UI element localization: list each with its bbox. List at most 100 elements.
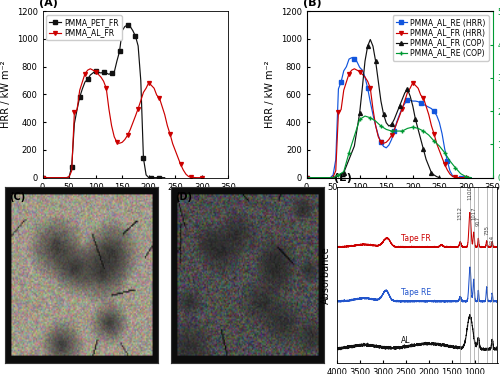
PMMA_AL_FR (COP) <box>394 110 400 115</box>
Text: (C): (C) <box>10 192 26 202</box>
PMMA_PET_FR <box>159 175 165 180</box>
PMMA_AL_RE (COP) <box>426 133 432 137</box>
Text: (E): (E) <box>334 174 351 184</box>
X-axis label: Time / s: Time / s <box>116 197 154 207</box>
PMMA_PET_FR <box>66 175 72 179</box>
PMMA_AL_FR <box>186 174 192 179</box>
PMMA_AL_FR (HRR) <box>304 175 310 180</box>
PMMA_PET_FR <box>143 173 149 177</box>
Legend: PMMA_PET_FR, PMMA_AL_FR: PMMA_PET_FR, PMMA_AL_FR <box>46 15 122 40</box>
PMMA_PET_FR <box>82 80 88 84</box>
PMMA_PET_FR <box>106 72 112 77</box>
PMMA_AL_RE (COP) <box>304 175 310 180</box>
PMMA_AL_RE (COP) <box>352 134 358 138</box>
PMMA_PET_FR <box>40 175 46 180</box>
PMMA_AL_RE (COP) <box>330 175 336 180</box>
Y-axis label: Absorbance: Absorbance <box>321 246 331 304</box>
PMMA_AL_FR (COP) <box>410 104 416 108</box>
PMMA_AL_RE (HRR) <box>468 175 474 180</box>
PMMA_AL_RE (COP) <box>442 150 448 155</box>
PMMA_PET_FR <box>90 71 96 75</box>
PMMA_AL_FR (COP) <box>372 59 378 64</box>
PMMA_PET_FR <box>148 175 154 180</box>
PMMA_AL_RE (COP) <box>415 126 421 131</box>
Line: PMMA_AL_RE (COP): PMMA_AL_RE (COP) <box>304 114 473 180</box>
PMMA_AL_FR <box>146 80 152 85</box>
PMMA_AL_RE (COP) <box>394 129 400 133</box>
PMMA_AL_FR (COP) <box>399 97 405 102</box>
PMMA_AL_FR (HRR) <box>410 80 416 85</box>
PMMA_AL_RE (COP) <box>356 117 362 122</box>
PMMA_AL_RE (HRR) <box>455 175 461 180</box>
Line: PMMA_AL_RE (HRR): PMMA_AL_RE (HRR) <box>304 56 473 180</box>
PMMA_AL_FR (HRR) <box>434 141 440 146</box>
PMMA_AL_FR (COP) <box>370 44 376 48</box>
PMMA_PET_FR <box>124 23 130 27</box>
Text: 614: 614 <box>490 235 495 245</box>
PMMA_AL_FR (HRR) <box>407 86 413 91</box>
PMMA_AL_FR (HRR) <box>463 175 469 180</box>
PMMA_AL_RE (HRR) <box>340 68 346 73</box>
PMMA_PET_FR <box>138 78 144 83</box>
PMMA_AL_FR (COP) <box>340 171 346 175</box>
PMMA_AL_RE (COP) <box>468 175 474 180</box>
PMMA_PET_FR <box>127 24 133 29</box>
PMMA_AL_RE (COP) <box>463 174 469 179</box>
Text: (A): (A) <box>39 0 58 8</box>
PMMA_AL_RE (COP) <box>420 129 426 133</box>
PMMA_AL_FR (COP) <box>404 87 410 92</box>
PMMA_AL_FR (COP) <box>368 37 374 42</box>
Line: PMMA_AL_FR (COP): PMMA_AL_FR (COP) <box>304 37 442 180</box>
PMMA_AL_FR (COP) <box>431 173 437 177</box>
PMMA_AL_RE (HRR) <box>362 75 368 79</box>
PMMA_AL_RE (COP) <box>404 126 410 131</box>
PMMA_AL_RE (COP) <box>383 127 389 132</box>
Text: (B): (B) <box>303 0 322 8</box>
PMMA_PET_FR <box>146 175 152 180</box>
PMMA_AL_FR (COP) <box>388 122 394 127</box>
PMMA_AL_FR (COP) <box>436 175 442 180</box>
PMMA_PET_FR <box>84 77 90 82</box>
PMMA_PET_FR <box>154 175 160 180</box>
PMMA_AL_FR (COP) <box>420 147 426 151</box>
PMMA_PET_FR <box>114 59 120 64</box>
PMMA_PET_FR <box>104 71 110 75</box>
PMMA_AL_RE (COP) <box>346 150 352 155</box>
PMMA_AL_FR (COP) <box>356 110 362 115</box>
PMMA_AL_FR (COP) <box>391 117 397 122</box>
PMMA_AL_FR (COP) <box>336 174 342 178</box>
Text: 1100: 1100 <box>468 186 472 200</box>
PMMA_AL_FR (HRR) <box>352 67 358 71</box>
PMMA_AL_FR (HRR) <box>415 86 421 91</box>
PMMA_AL_FR (COP) <box>346 157 352 162</box>
Text: 1017: 1017 <box>472 206 476 220</box>
PMMA_AL_FR (COP) <box>396 104 402 108</box>
PMMA_AL_RE (COP) <box>340 169 346 174</box>
PMMA_AL_RE (COP) <box>458 171 464 176</box>
PMMA_PET_FR <box>108 71 114 75</box>
PMMA_PET_FR <box>111 70 117 74</box>
PMMA_AL_RE (COP) <box>436 144 442 148</box>
Text: 917: 917 <box>476 216 481 226</box>
PMMA_AL_RE (HRR) <box>348 55 354 60</box>
Y-axis label: HRR / kW m⁻²: HRR / kW m⁻² <box>265 61 275 128</box>
PMMA_AL_FR (COP) <box>402 91 408 95</box>
PMMA_AL_RE (COP) <box>447 159 453 163</box>
PMMA_AL_FR (COP) <box>376 79 382 83</box>
Text: Tape RE: Tape RE <box>401 288 431 297</box>
PMMA_AL_FR (COP) <box>352 144 358 148</box>
PMMA_AL_RE (COP) <box>410 125 416 129</box>
PMMA_AL_RE (HRR) <box>380 144 386 149</box>
PMMA_PET_FR <box>162 175 168 180</box>
PMMA_AL_RE (COP) <box>368 116 374 120</box>
PMMA_PET_FR <box>130 28 136 33</box>
Text: 735: 735 <box>484 226 489 235</box>
PMMA_PET_FR <box>68 164 74 169</box>
Text: 1312: 1312 <box>458 206 462 220</box>
PMMA_AL_FR <box>170 141 175 146</box>
PMMA_PET_FR <box>88 73 94 77</box>
PMMA_AL_FR (COP) <box>434 174 440 179</box>
Line: PMMA_AL_FR: PMMA_AL_FR <box>40 67 204 180</box>
PMMA_AL_FR <box>88 67 94 71</box>
PMMA_PET_FR <box>92 68 98 73</box>
